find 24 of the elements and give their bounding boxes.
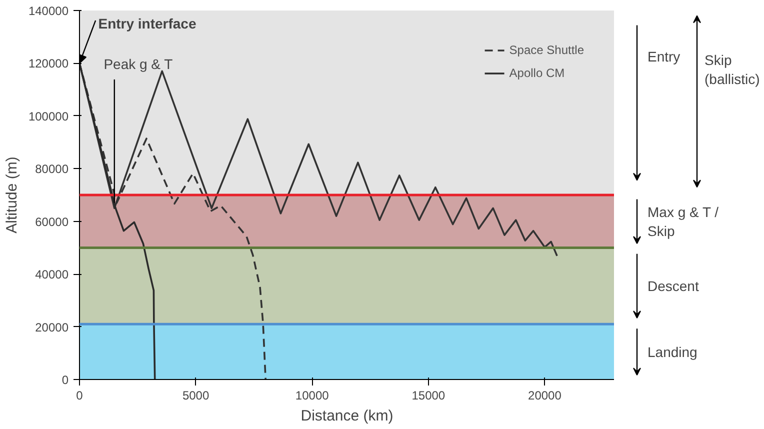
y-tick-label: 60000: [35, 214, 69, 229]
y-tick-label: 40000: [35, 268, 69, 282]
annotation: Peak g & T: [104, 56, 174, 72]
y-tick-label: 140000: [28, 4, 69, 18]
band-label: Max g & T / Skip: [648, 204, 719, 239]
legend-label: Apollo CM: [509, 66, 565, 80]
x-tick-label: 5000: [182, 388, 210, 402]
y-tick-label: 80000: [35, 162, 69, 176]
y-tick-label: 100000: [28, 109, 69, 124]
y-axis-title: Altitude (m): [3, 156, 20, 234]
y-tick-label: 120000: [28, 56, 69, 71]
legend-label: Space Shuttle: [509, 43, 584, 57]
x-tick-label: 15000: [412, 388, 446, 402]
x-tick-label: 20000: [528, 388, 562, 402]
text: Skip (ballistic): [704, 52, 760, 88]
y-tick-label: 20000: [35, 320, 69, 334]
annotation: Entry interface: [98, 16, 196, 32]
band-label: Descent: [648, 278, 699, 294]
band-label: Entry: [648, 48, 680, 65]
y-tick-label: 0: [62, 373, 69, 387]
band-label: Landing: [648, 344, 698, 360]
x-tick-label: 0: [76, 388, 84, 402]
x-tick-label: 10000: [295, 388, 330, 402]
x-axis-title: Distance (km): [300, 408, 394, 424]
